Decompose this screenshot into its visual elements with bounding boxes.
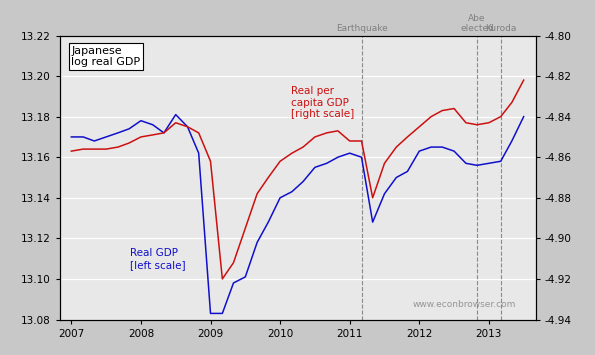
- Text: Abe
elected: Abe elected: [460, 14, 494, 33]
- Text: www.econbrowser.com: www.econbrowser.com: [412, 300, 516, 309]
- Text: Japanese
log real GDP: Japanese log real GDP: [71, 46, 140, 67]
- Text: Kuroda: Kuroda: [485, 24, 516, 33]
- Text: Earthquake: Earthquake: [336, 24, 387, 33]
- Text: Real GDP
[left scale]: Real GDP [left scale]: [130, 248, 186, 270]
- Text: Real per
capita GDP
[right scale]: Real per capita GDP [right scale]: [290, 86, 354, 119]
